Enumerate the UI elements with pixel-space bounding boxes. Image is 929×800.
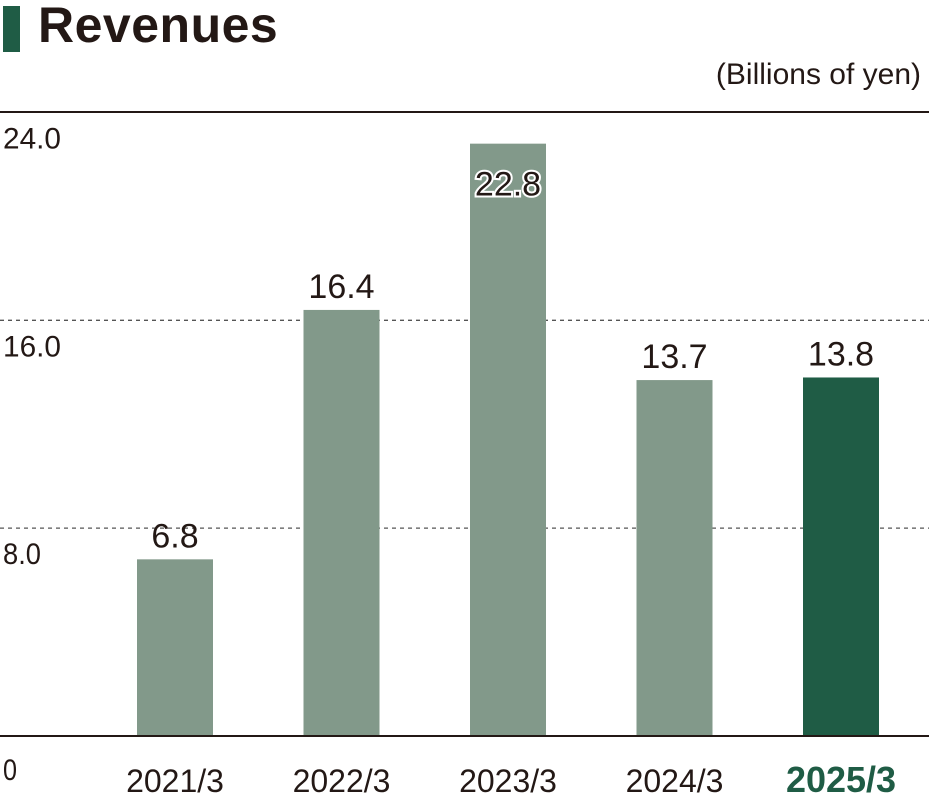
bar-2021-3 [137, 559, 213, 736]
y-tick-label: 8.0 [3, 538, 41, 571]
x-tick-label: 2023/3 [459, 763, 557, 799]
chart-title: Revenues [38, 0, 279, 53]
data-label: 16.4 [308, 268, 374, 306]
bar-2025-3 [803, 377, 879, 736]
title-accent-bar [3, 6, 20, 52]
y-tick-label: 16.0 [3, 330, 61, 363]
data-label: 13.8 [808, 335, 874, 373]
data-label: 22.8 [475, 166, 541, 204]
unit-label: (Billions of yen) [715, 58, 921, 91]
data-label: 6.8 [151, 517, 198, 555]
y-tick-label: 0 [3, 754, 17, 787]
x-tick-label: 2025/3 [786, 759, 896, 800]
x-tick-label: 2021/3 [126, 763, 224, 799]
x-tick-label: 2022/3 [293, 763, 391, 799]
x-tick-label: 2024/3 [626, 763, 724, 799]
bar-2022-3 [303, 309, 380, 736]
bar-2023-3 [470, 143, 546, 736]
y-tick-label: 24.0 [3, 122, 61, 155]
bar-2024-3 [636, 380, 713, 736]
data-label: 13.7 [641, 338, 707, 376]
